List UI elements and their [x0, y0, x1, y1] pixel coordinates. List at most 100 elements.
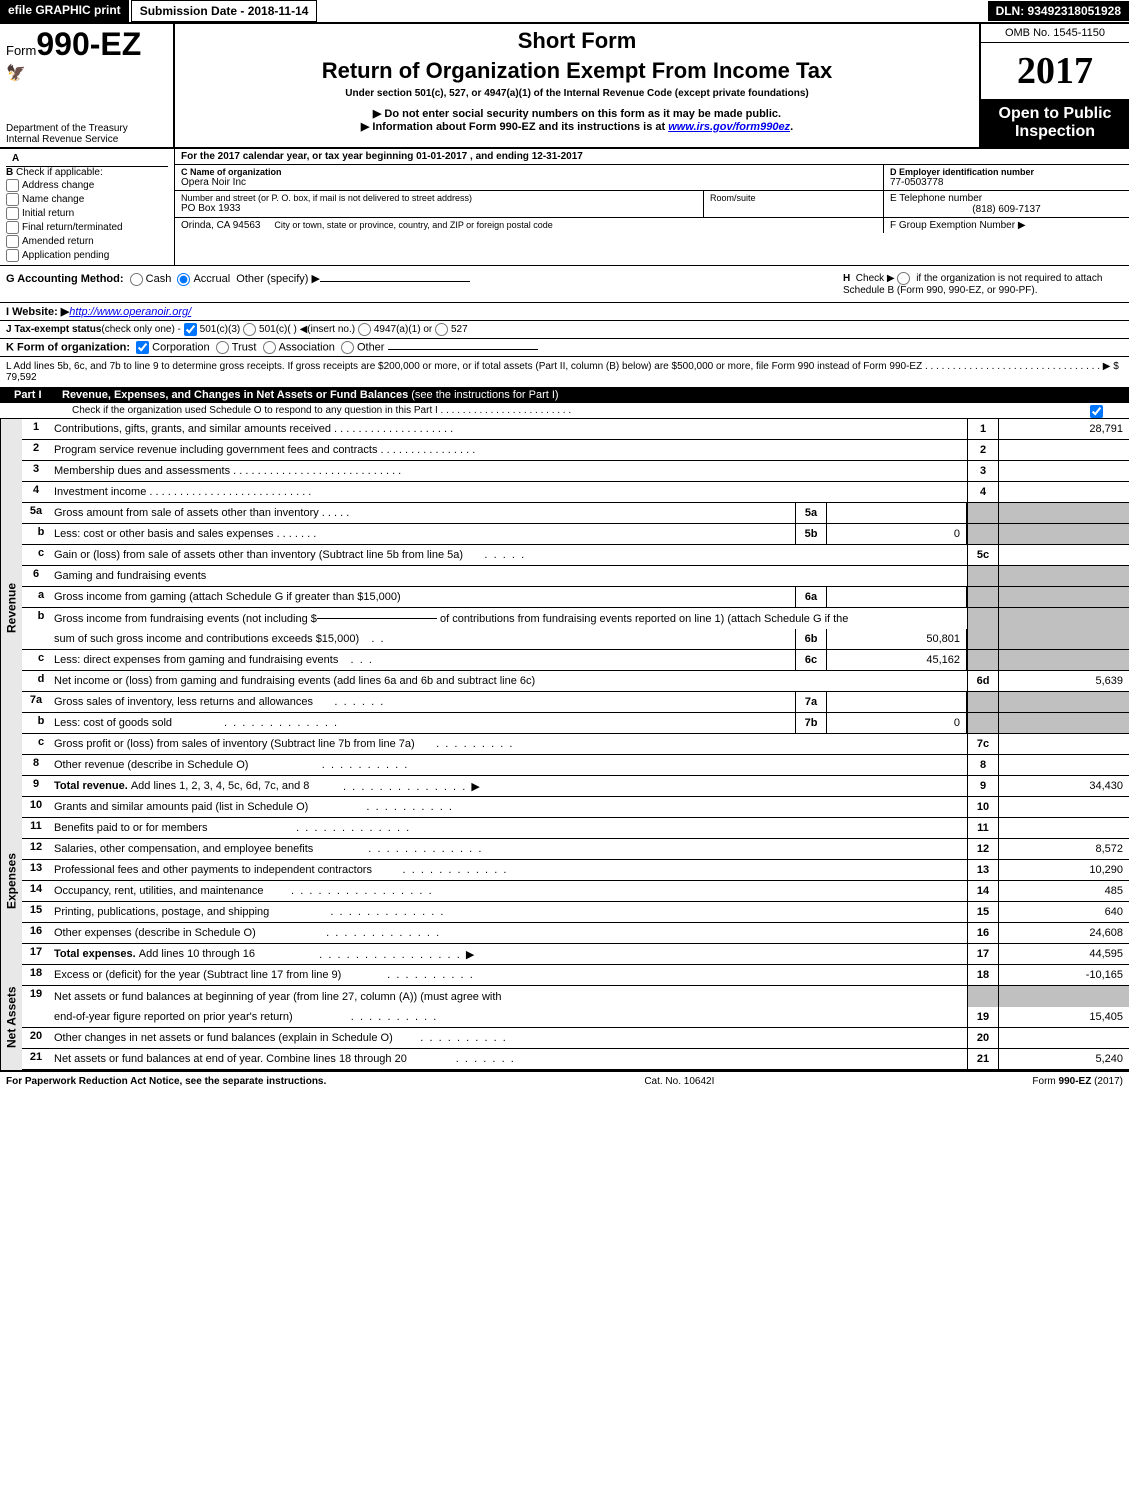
under-section: Under section 501(c), 527, or 4947(a)(1)…: [179, 88, 975, 99]
checkbox-amended-return[interactable]: Amended return: [6, 235, 168, 248]
line-16: 16 Other expenses (describe in Schedule …: [22, 923, 1129, 944]
line-14: 14 Occupancy, rent, utilities, and maint…: [22, 881, 1129, 902]
line-2: 2 Program service revenue including gove…: [22, 440, 1129, 461]
line-6d: d Net income or (loss) from gaming and f…: [22, 671, 1129, 692]
info-about-text: ▶ Information about Form 990-EZ and its …: [361, 121, 668, 133]
label-a: A: [12, 153, 19, 164]
form-number: 990-EZ: [36, 26, 141, 62]
tax-year: 2017: [981, 43, 1129, 99]
radio-accrual[interactable]: [177, 273, 190, 286]
website-link[interactable]: http://www.operanoir.org/: [69, 306, 191, 318]
radio-other-org[interactable]: [341, 341, 354, 354]
do-not-enter: ▶ Do not enter social security numbers o…: [179, 107, 975, 120]
expenses-section: Expenses 10 Grants and similar amounts p…: [0, 797, 1129, 965]
radio-association[interactable]: [263, 341, 276, 354]
other-specify: Other (specify) ▶: [236, 273, 320, 285]
radio-501c[interactable]: [243, 323, 256, 336]
submission-date: Submission Date - 2018-11-14: [131, 0, 318, 22]
line-6b-text1: b Gross income from fundraising events (…: [22, 608, 1129, 629]
line-7c: c Gross profit or (loss) from sales of i…: [22, 734, 1129, 755]
j-check-only-one: (check only one) -: [101, 324, 180, 335]
radio-cash[interactable]: [130, 273, 143, 286]
radio-4947[interactable]: [358, 323, 371, 336]
radio-527[interactable]: [435, 323, 448, 336]
cat-number: Cat. No. 10642I: [644, 1076, 714, 1087]
checkbox-name-change[interactable]: Name change: [6, 193, 168, 206]
line-21: 21 Net assets or fund balances at end of…: [22, 1049, 1129, 1070]
street-value: PO Box 1933: [181, 203, 697, 214]
tax-year-ending: , and ending 12-31-2017: [470, 151, 583, 162]
dept-treasury: Department of the Treasury: [6, 123, 167, 134]
part-1-check-row: Check if the organization used Schedule …: [0, 403, 1129, 419]
line-18: 18 Excess or (deficit) for the year (Sub…: [22, 965, 1129, 986]
line-6c: c Less: direct expenses from gaming and …: [22, 650, 1129, 671]
k-form-org-label: K Form of organization:: [6, 341, 130, 353]
net-assets-section: Net Assets 18 Excess or (deficit) for th…: [0, 965, 1129, 1070]
line-19-text1: 19 Net assets or fund balances at beginn…: [22, 986, 1129, 1007]
label-b: B: [6, 167, 13, 178]
line-20: 20 Other changes in net assets or fund b…: [22, 1028, 1129, 1049]
radio-h-check[interactable]: [897, 272, 910, 285]
section-gh: G Accounting Method: Cash Accrual Other …: [0, 266, 1129, 303]
line-12: 12 Salaries, other compensation, and emp…: [22, 839, 1129, 860]
section-l: L Add lines 5b, 6c, and 7b to line 9 to …: [0, 357, 1129, 387]
g-accounting-label: G Accounting Method:: [6, 273, 124, 285]
f-group-label: F Group Exemption Number ▶: [890, 220, 1026, 231]
j-tax-exempt-label: J Tax-exempt status: [6, 324, 101, 335]
irs-label: Internal Revenue Service: [6, 134, 167, 145]
check-if-applicable: Check if applicable:: [16, 167, 103, 178]
part-1-subtitle: (see the instructions for Part I): [411, 389, 558, 401]
checkbox-address-change[interactable]: Address change: [6, 179, 168, 192]
h-check-text: Check ▶: [856, 273, 895, 284]
telephone-value: (818) 609-7137: [890, 204, 1123, 215]
street-label: Number and street (or P. O. box, if mail…: [181, 193, 697, 203]
page-footer: For Paperwork Reduction Act Notice, see …: [0, 1070, 1129, 1091]
line-15: 15 Printing, publications, postage, and …: [22, 902, 1129, 923]
i-website-label: I Website: ▶: [6, 306, 69, 318]
d-ein-label: D Employer identification number: [890, 167, 1123, 177]
line-7a: 7a Gross sales of inventory, less return…: [22, 692, 1129, 713]
radio-trust[interactable]: [216, 341, 229, 354]
return-of-title: Return of Organization Exempt From Incom…: [179, 58, 975, 84]
city-label: City or town, state or province, country…: [274, 220, 552, 230]
line-6b: sum of such gross income and contributio…: [22, 629, 1129, 650]
checkbox-final-return[interactable]: Final return/terminated: [6, 221, 168, 234]
open-to-public: Open to Public Inspection: [981, 99, 1129, 147]
tax-year-beginning: For the 2017 calendar year, or tax year …: [181, 151, 467, 162]
line-5a: 5a Gross amount from sale of assets othe…: [22, 503, 1129, 524]
checkbox-schedule-o[interactable]: [1090, 405, 1103, 418]
check-schedule-o-text: Check if the organization used Schedule …: [72, 405, 438, 416]
info-link[interactable]: www.irs.gov/form990ez: [668, 121, 790, 133]
revenue-vertical-label: Revenue: [0, 419, 22, 797]
org-name: Opera Noir Inc: [181, 177, 877, 188]
checkbox-application-pending[interactable]: Application pending: [6, 249, 168, 262]
ein-value: 77-0503778: [890, 177, 1123, 188]
short-form-title: Short Form: [179, 28, 975, 54]
line-5c: c Gain or (loss) from sale of assets oth…: [22, 545, 1129, 566]
part-1-label: Part I: [2, 389, 62, 401]
line-9: 9 Total revenue. Add lines 1, 2, 3, 4, 5…: [22, 776, 1129, 797]
section-k: K Form of organization: Corporation Trus…: [0, 339, 1129, 357]
line-1: 1 Contributions, gifts, grants, and simi…: [22, 419, 1129, 440]
form-label-prefix: Form: [6, 43, 36, 58]
city-value: Orinda, CA 94563: [181, 220, 261, 231]
part-1-header: Part I Revenue, Expenses, and Changes in…: [0, 387, 1129, 403]
section-j: J Tax-exempt status(check only one) - 50…: [0, 321, 1129, 339]
dln-label: DLN: 93492318051928: [988, 1, 1129, 21]
line-13: 13 Professional fees and other payments …: [22, 860, 1129, 881]
irs-eagle-icon: 🦅: [6, 63, 167, 83]
line-19: end-of-year figure reported on prior yea…: [22, 1007, 1129, 1028]
l-add-lines-text: L Add lines 5b, 6c, and 7b to line 9 to …: [6, 361, 922, 372]
checkbox-501c3[interactable]: [184, 323, 197, 336]
room-suite-label: Room/suite: [704, 191, 884, 217]
line-4: 4 Investment income . . . . . . . . . . …: [22, 482, 1129, 503]
form-header: Form990-EZ 🦅 Department of the Treasury …: [0, 24, 1129, 149]
checkbox-corporation[interactable]: [136, 341, 149, 354]
line-6: 6 Gaming and fundraising events: [22, 566, 1129, 587]
net-assets-vertical-label: Net Assets: [0, 965, 22, 1070]
section-i: I Website: ▶http://www.operanoir.org/: [0, 303, 1129, 321]
omb-number: OMB No. 1545-1150: [981, 24, 1129, 43]
expenses-vertical-label: Expenses: [0, 797, 22, 965]
checkbox-initial-return[interactable]: Initial return: [6, 207, 168, 220]
paperwork-notice: For Paperwork Reduction Act Notice, see …: [6, 1076, 326, 1087]
